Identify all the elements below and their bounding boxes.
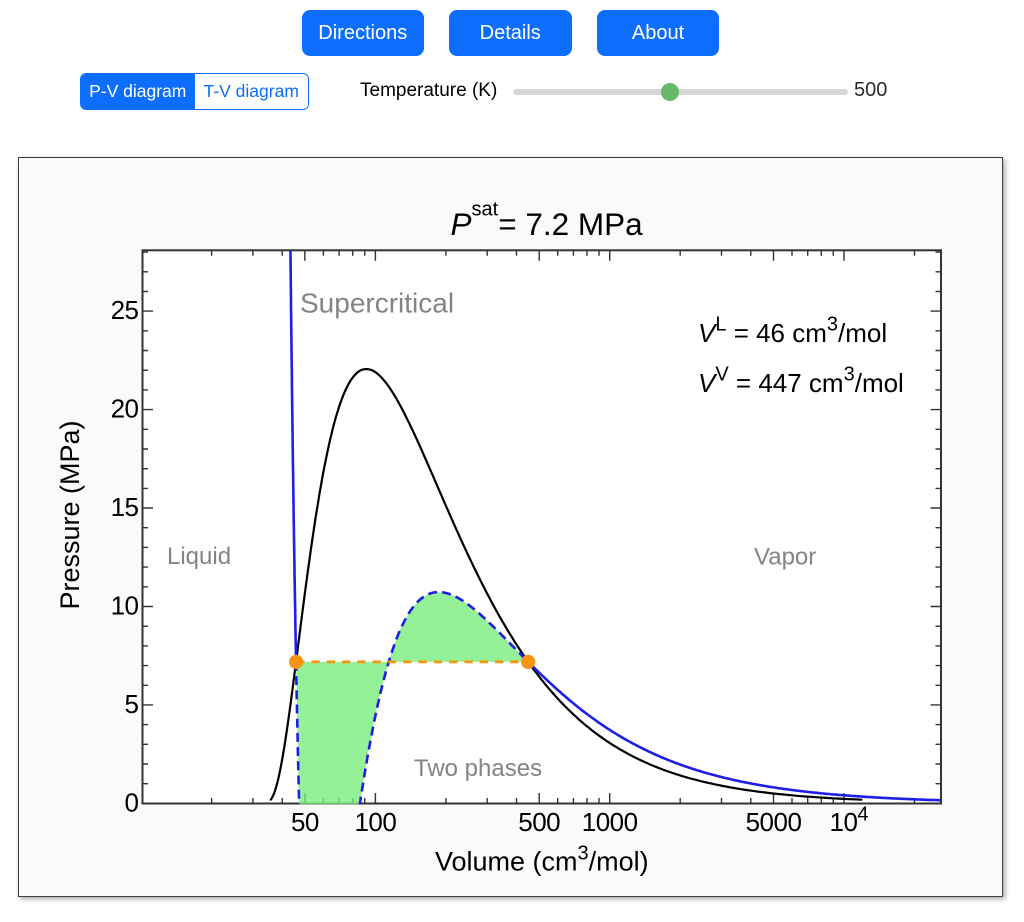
svg-text:10: 10 [111, 591, 139, 621]
svg-text:VV = 447 cm3/mol: VV = 447 cm3/mol [698, 364, 904, 399]
svg-text:500: 500 [518, 807, 560, 837]
svg-text:0: 0 [125, 787, 139, 817]
svg-text:VL = 46 cm3/mol: VL = 46 cm3/mol [698, 314, 887, 349]
svg-text:Liquid: Liquid [167, 543, 231, 570]
svg-text:Psat= 7.2 MPa: Psat= 7.2 MPa [451, 199, 644, 243]
svg-text:5000: 5000 [746, 807, 802, 837]
svg-text:Two phases: Two phases [414, 755, 542, 782]
svg-text:Supercritical: Supercritical [300, 288, 454, 319]
svg-text:Volume (cm3/mol): Volume (cm3/mol) [435, 843, 649, 877]
svg-text:100: 100 [354, 807, 396, 837]
svg-text:1000: 1000 [582, 807, 638, 837]
svg-text:15: 15 [111, 492, 139, 522]
svg-text:50: 50 [291, 807, 319, 837]
svg-text:25: 25 [111, 295, 139, 325]
svg-text:Vapor: Vapor [754, 544, 816, 571]
svg-text:5: 5 [125, 689, 139, 719]
svg-text:20: 20 [111, 394, 139, 424]
svg-text:104: 104 [830, 804, 869, 838]
svg-text:Pressure (MPa): Pressure (MPa) [55, 420, 85, 609]
